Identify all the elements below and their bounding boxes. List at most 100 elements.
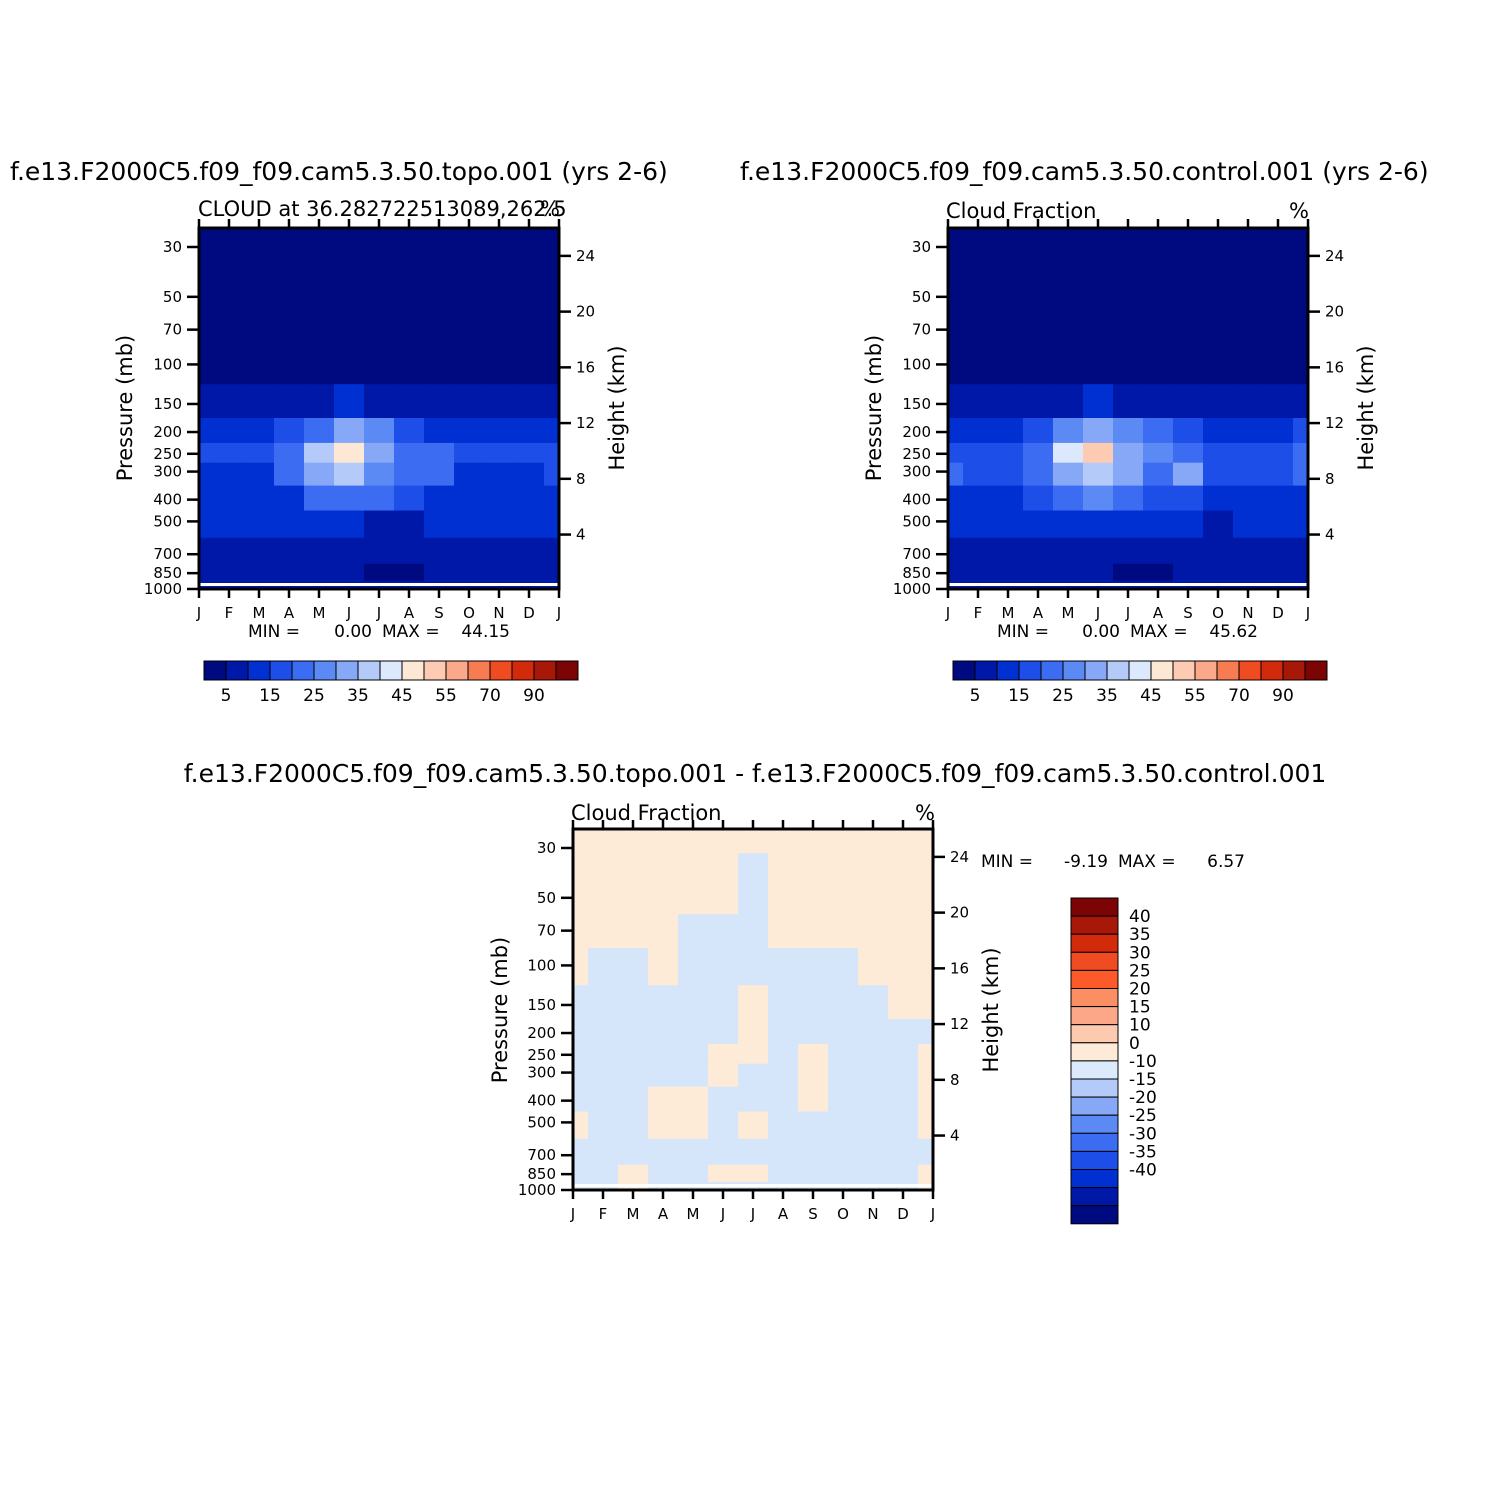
contour-cell	[828, 829, 859, 854]
contour-cell	[274, 228, 305, 287]
colorbar-swatch	[1150, 660, 1174, 681]
colorbar-label: 35	[1096, 686, 1118, 706]
colorbar-label: 15	[1008, 686, 1030, 706]
contour-cell	[963, 228, 994, 287]
contour-cell	[678, 853, 709, 915]
contour-cell	[544, 384, 560, 419]
contour-cell	[1203, 442, 1234, 464]
contour-cell	[768, 1111, 799, 1140]
contour-cell	[1173, 442, 1204, 464]
contour-cell	[573, 1063, 589, 1088]
contour-cell	[993, 285, 1024, 385]
contour-cell	[364, 563, 395, 582]
y2-tick-label: 20	[950, 904, 969, 922]
contour-cell	[708, 1019, 739, 1045]
contour-cell	[514, 563, 545, 582]
contour-cell	[364, 462, 395, 487]
contour-cell	[828, 1043, 859, 1065]
contour-cell	[199, 485, 215, 512]
contour-cell	[648, 1063, 679, 1088]
contour-cell	[304, 442, 335, 464]
contour-cell	[244, 462, 275, 487]
contour-cell	[1083, 442, 1114, 464]
contour-cell	[1113, 485, 1144, 512]
y2-axis-label: Height (km)	[1354, 345, 1378, 470]
y-axis-label: Pressure (mb)	[113, 335, 137, 482]
contour-cell	[948, 285, 964, 385]
max-label: MAX =	[1118, 852, 1176, 872]
y-tick-label: 100	[902, 355, 931, 373]
colorbar-label: 70	[479, 686, 501, 706]
contour-cell	[573, 829, 589, 854]
contour-cell	[618, 1063, 649, 1088]
contour-cell	[708, 1111, 739, 1140]
contour-cell	[214, 485, 245, 512]
contour-cell	[424, 228, 455, 287]
colorbar-label: 45	[1140, 686, 1162, 706]
units-label: %	[915, 801, 935, 825]
y-tick-label: 70	[163, 321, 182, 339]
y-tick-label: 300	[153, 463, 182, 481]
colorbar-swatch	[1070, 1096, 1119, 1116]
contour-cell	[394, 228, 425, 287]
y-tick-label: 700	[902, 545, 931, 563]
min-label: MIN =	[981, 852, 1033, 872]
contour-cell	[199, 228, 215, 287]
contour-cell	[1173, 384, 1204, 419]
contour-cell	[274, 485, 305, 512]
x-tick-label: J	[346, 604, 351, 622]
contour-cell	[588, 1138, 619, 1166]
contour-cell	[1113, 563, 1144, 582]
contour-cell	[1083, 563, 1114, 582]
contour-cell	[334, 485, 365, 512]
contour-cell	[618, 985, 649, 1020]
contour-cell	[1293, 418, 1309, 444]
x-tick-label: S	[1183, 604, 1193, 622]
x-tick-label: O	[463, 604, 475, 622]
contour-cell	[1143, 462, 1174, 487]
contour-cell	[993, 510, 1024, 539]
contour-cell	[454, 442, 485, 464]
colorbar-label: 90	[523, 686, 545, 706]
colorbar-swatch	[1128, 660, 1152, 681]
contour-cell	[1113, 462, 1144, 487]
contour-cell	[199, 563, 215, 582]
x-tick-label: M	[1002, 604, 1015, 622]
contour-cell	[394, 462, 425, 487]
colorbar-label: 90	[1272, 686, 1294, 706]
contour-cell	[648, 1138, 679, 1166]
panel-title: f.e13.F2000C5.f09_f09.cam5.3.50.control.…	[740, 157, 1429, 186]
contour-cell	[588, 1164, 619, 1183]
colorbar-swatch	[445, 660, 469, 681]
plot-axes: J F M A M J J A S O N D J305070100150200250300400500…	[518, 820, 969, 1223]
y2-tick-label: 24	[950, 848, 969, 866]
contour-cell	[364, 228, 395, 287]
colorbar-swatch	[1084, 660, 1108, 681]
contour-cell	[918, 1043, 934, 1065]
colorbar-label: 35	[347, 686, 369, 706]
contour-cell	[1263, 228, 1294, 287]
contour-cell	[1203, 384, 1234, 419]
colorbar-swatch	[1070, 1024, 1119, 1044]
contour-cell	[244, 563, 275, 582]
colorbar-swatch	[1260, 660, 1284, 681]
contour-cell	[1083, 462, 1114, 487]
contour-cell	[274, 418, 305, 444]
stats-line: MIN = -9.19 MAX = 6.57	[981, 852, 1245, 872]
contour-cell	[1233, 418, 1264, 444]
contour-cell	[544, 418, 560, 444]
colorbar-swatch	[1070, 969, 1119, 990]
contour-cell	[798, 1086, 829, 1113]
contour-cell	[858, 985, 889, 1020]
colorbar-swatch	[952, 660, 976, 681]
contour-cell	[1293, 510, 1309, 539]
contour-cell	[1263, 485, 1294, 512]
x-tick-label: D	[523, 604, 535, 622]
colorbar-swatch	[1282, 660, 1306, 681]
colorbar-swatch	[533, 660, 557, 681]
contour-cell	[484, 418, 515, 444]
panel-control: f.e13.F2000C5.f09_f09.cam5.3.50.control.…	[740, 157, 1429, 706]
contour-cell	[1173, 563, 1204, 582]
y-tick-label: 150	[902, 395, 931, 413]
surface-line	[199, 583, 559, 586]
